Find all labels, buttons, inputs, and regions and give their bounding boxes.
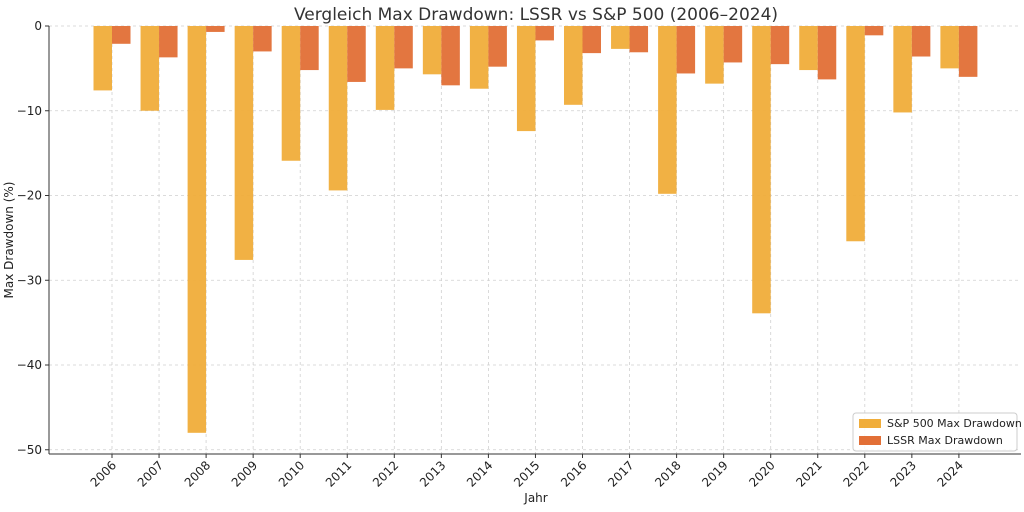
legend-label-lssr: LSSR Max Drawdown xyxy=(887,434,1003,447)
bar-lssr xyxy=(488,26,507,67)
legend-swatch-lssr xyxy=(859,436,881,445)
bar-sp500 xyxy=(611,26,630,49)
bar-sp500 xyxy=(375,26,395,110)
x-tick-label: 2024 xyxy=(935,458,966,489)
bar-sp500 xyxy=(846,26,865,242)
grid xyxy=(49,25,1021,454)
x-tick-label: 2022 xyxy=(840,458,871,489)
bar-sp500 xyxy=(940,26,959,69)
x-tick-label: 2021 xyxy=(793,458,824,489)
x-tick-label: 2020 xyxy=(746,458,777,489)
bar-lssr xyxy=(629,26,649,53)
legend-label-sp500: S&P 500 Max Drawdown xyxy=(887,417,1022,430)
bar-sp500 xyxy=(658,26,677,194)
x-axis-label: Jahr xyxy=(523,491,547,505)
x-tick-label: 2007 xyxy=(135,458,166,489)
bar-sp500 xyxy=(564,26,583,105)
x-tick-label: 2013 xyxy=(417,458,448,489)
bar-lssr xyxy=(770,26,790,65)
x-tick-label: 2016 xyxy=(558,458,589,489)
bar-sp500 xyxy=(469,26,489,89)
y-axis-label: Max Drawdown (%) xyxy=(2,182,16,299)
bars xyxy=(93,26,978,433)
bar-sp500 xyxy=(234,26,254,260)
y-tick-label: −50 xyxy=(17,443,42,457)
bar-sp500 xyxy=(281,26,301,161)
bar-lssr xyxy=(911,26,931,57)
bar-sp500 xyxy=(799,26,818,71)
bar-lssr xyxy=(159,26,178,58)
legend: S&P 500 Max Drawdown LSSR Max Drawdown xyxy=(852,412,1022,452)
y-tick-label: −20 xyxy=(17,189,42,203)
bar-lssr xyxy=(958,26,978,77)
bar-lssr xyxy=(817,26,837,80)
bar-lssr xyxy=(864,26,884,36)
x-tick-label: 2018 xyxy=(652,458,683,489)
bar-lssr xyxy=(441,26,460,86)
y-tick-label: 0 xyxy=(34,19,42,33)
bar-sp500 xyxy=(93,26,112,91)
x-tick-label: 2010 xyxy=(276,458,307,489)
y-tick-label: −40 xyxy=(17,358,42,372)
bar-sp500 xyxy=(187,26,207,433)
x-tick-label: 2023 xyxy=(887,458,918,489)
bar-sp500 xyxy=(328,26,348,191)
bar-sp500 xyxy=(705,26,724,84)
bar-sp500 xyxy=(422,26,442,75)
bar-lssr xyxy=(676,26,696,74)
bar-sp500 xyxy=(893,26,912,113)
bar-lssr xyxy=(300,26,319,71)
bar-lssr xyxy=(112,26,131,44)
legend-frame xyxy=(852,412,1018,452)
bar-lssr xyxy=(394,26,413,69)
x-tick-label: 2019 xyxy=(699,458,730,489)
x-tick-label: 2017 xyxy=(605,458,636,489)
legend-swatch-sp500 xyxy=(859,419,881,428)
bar-lssr xyxy=(347,26,366,82)
bar-lssr xyxy=(582,26,601,54)
x-tick-label: 2009 xyxy=(229,458,260,489)
x-tick-label: 2014 xyxy=(464,458,495,489)
x-tick-label: 2011 xyxy=(323,458,354,489)
chart-title: Vergleich Max Drawdown: LSSR vs S&P 500 … xyxy=(294,5,778,25)
bar-sp500 xyxy=(752,26,771,314)
bar-sp500 xyxy=(516,26,536,132)
x-tick-label: 2006 xyxy=(88,458,119,489)
x-tick-label: 2015 xyxy=(511,458,542,489)
x-tick-label: 2008 xyxy=(182,458,213,489)
bar-lssr xyxy=(723,26,743,63)
bar-lssr xyxy=(206,26,225,32)
bar-lssr xyxy=(253,26,272,52)
bar-sp500 xyxy=(140,26,160,111)
bar-lssr xyxy=(535,26,554,41)
y-tick-label: −30 xyxy=(17,273,42,287)
y-tick-label: −10 xyxy=(17,104,42,118)
x-tick-label: 2012 xyxy=(370,458,401,489)
